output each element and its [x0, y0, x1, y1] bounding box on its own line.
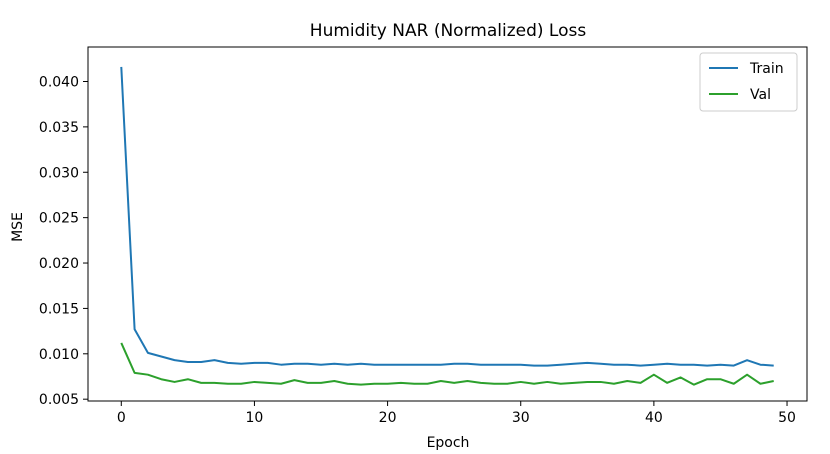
series-line-train: [120, 66, 774, 367]
y-tick-label: 0.020: [39, 256, 79, 272]
y-tick-label: 0.040: [39, 74, 79, 90]
series-layer: [120, 66, 774, 386]
axes-frame: [87, 46, 808, 402]
y-tick-label: 0.025: [39, 211, 79, 227]
x-tick-label: 30: [512, 410, 530, 426]
legend-label-train: Train: [749, 61, 784, 77]
x-tick-label: 40: [645, 410, 663, 426]
x-axis-ticks: 0 10 20 30 40 50: [117, 401, 796, 426]
x-axis-label: Epoch: [427, 435, 470, 451]
y-tick-label: 0.015: [39, 301, 79, 317]
legend-label-val: Val: [750, 87, 771, 103]
x-tick-label: 0: [117, 410, 126, 426]
y-axis-label: MSE: [10, 212, 26, 242]
x-tick-label: 10: [246, 410, 264, 426]
y-axis-ticks: 0.005 0.010 0.015 0.020 0.025 0.030 0.035 0.040: [39, 74, 88, 408]
plot-area: [87, 46, 808, 402]
y-tick-label: 0.030: [39, 165, 79, 181]
series-line-val: [120, 342, 774, 386]
y-tick-label: 0.010: [39, 347, 79, 363]
y-tick-label: 0.005: [39, 392, 79, 408]
legend: Train Val: [699, 52, 798, 112]
x-tick-label: 50: [778, 410, 796, 426]
chart-title: Humidity NAR (Normalized) Loss: [310, 21, 587, 41]
x-tick-label: 20: [379, 410, 397, 426]
y-tick-label: 0.035: [39, 120, 79, 136]
